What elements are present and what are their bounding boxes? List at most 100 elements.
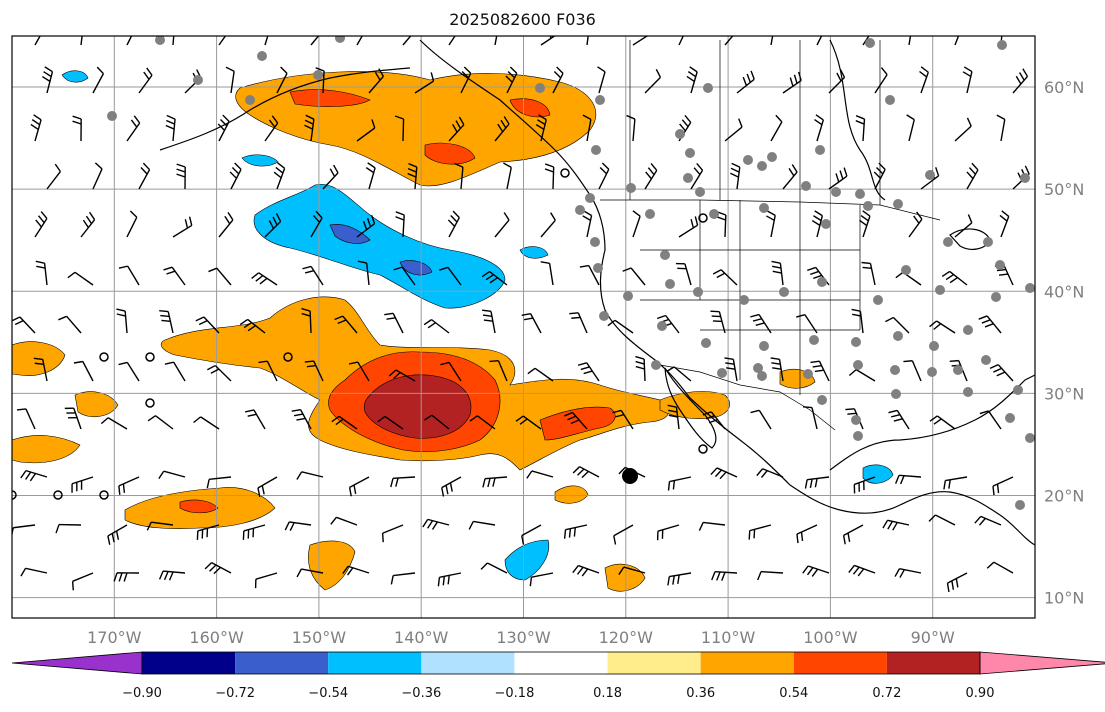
longitude-label: 150°W <box>292 628 347 647</box>
station-marker <box>767 152 777 162</box>
wind-barb <box>440 361 462 382</box>
wind-barb <box>422 518 450 530</box>
wind-barb <box>582 210 593 238</box>
wind-barb <box>622 267 646 286</box>
wind-barb <box>748 524 772 540</box>
wind-barb <box>632 210 641 238</box>
positive-anomaly-core <box>539 406 616 441</box>
wind-barb <box>118 476 140 495</box>
political-border-layer <box>600 40 941 431</box>
station-marker <box>817 395 827 405</box>
station-marker <box>865 38 875 48</box>
colorbar-bin <box>886 652 980 674</box>
wind-barb <box>782 164 798 190</box>
station-marker <box>831 187 841 197</box>
wind-barb <box>750 409 772 430</box>
wind-barb <box>859 210 871 238</box>
wind-barb <box>242 524 266 540</box>
wind-barb <box>862 36 870 46</box>
station-marker <box>693 287 703 297</box>
wind-barb <box>80 36 83 46</box>
wind-barb <box>848 564 876 577</box>
wind-barb <box>978 315 1002 334</box>
longitude-label: 130°W <box>496 628 551 647</box>
longitude-label: 90°W <box>911 628 955 647</box>
wind-barb <box>782 71 802 94</box>
station-marker <box>743 155 753 165</box>
wind-barb <box>712 269 738 286</box>
station-marker <box>335 36 345 43</box>
wind-barb <box>402 36 412 46</box>
positive-anomaly-region <box>74 391 119 418</box>
latitude-label: 20°N <box>1044 486 1084 505</box>
wind-barb <box>448 116 465 142</box>
station-marker <box>695 187 705 197</box>
wind-barb <box>138 162 151 190</box>
wind-barb <box>929 415 956 430</box>
station-marker <box>590 237 600 247</box>
colorbar-tick-label: 0.36 <box>686 686 715 701</box>
station-marker <box>623 291 633 301</box>
wind-barb <box>873 162 886 190</box>
wind-barb <box>12 316 36 334</box>
wind-barb <box>441 476 462 497</box>
wind-barb <box>196 524 220 540</box>
wind-barb <box>770 36 774 46</box>
wind-barb <box>954 36 960 46</box>
station-marker <box>853 360 863 370</box>
station-marker <box>815 145 825 155</box>
station-marker <box>1025 283 1035 293</box>
wind-barb <box>552 66 564 94</box>
map-panel <box>12 36 1035 618</box>
station-marker <box>107 111 117 121</box>
station-marker <box>626 183 636 193</box>
wind-barb <box>163 266 186 286</box>
wind-barb <box>804 476 830 489</box>
wind-barb <box>107 524 128 545</box>
wind-barb <box>828 167 848 190</box>
wind-barb <box>118 361 140 382</box>
wind-barb <box>377 415 404 430</box>
wind-barb <box>756 468 784 478</box>
station-marker <box>991 292 1001 302</box>
wind-barb <box>34 211 48 238</box>
wind-barb <box>814 114 825 142</box>
wind-barb <box>954 214 973 238</box>
wind-barb <box>946 572 968 593</box>
wind-barb <box>301 307 312 334</box>
wind-barb <box>100 417 128 430</box>
wind-barb <box>390 476 416 488</box>
wind-barb <box>296 568 324 578</box>
wind-barb <box>55 523 82 534</box>
anomaly-field-layer <box>12 70 894 592</box>
wind-barb <box>310 210 323 238</box>
wind-barb <box>176 163 186 190</box>
wind-barb <box>58 315 82 334</box>
station-marker <box>657 321 667 331</box>
wind-barb <box>71 572 94 591</box>
wind-barb <box>16 408 36 430</box>
negative-anomaly-region <box>519 246 549 259</box>
wind-barb <box>710 467 738 480</box>
wind-barb <box>644 163 658 190</box>
wind-barb <box>342 565 370 576</box>
wind-barb <box>1012 68 1029 94</box>
negative-anomaly-region <box>241 154 279 167</box>
longitude-label: 120°W <box>599 628 654 647</box>
station-marker <box>893 331 903 341</box>
colorbar-tick-label: −0.36 <box>401 686 441 701</box>
colorbar-tick-label: −0.90 <box>122 686 162 701</box>
wind-barb <box>138 67 153 94</box>
wind-barb <box>698 521 726 531</box>
wind-barb <box>702 411 726 430</box>
wind-barb <box>276 66 288 94</box>
hollow-station-marker <box>53 490 63 500</box>
wind-barb <box>529 572 554 587</box>
wind-barb <box>906 114 915 142</box>
wind-barb <box>414 72 435 94</box>
longitude-label: 160°W <box>189 628 244 647</box>
station-marker <box>890 365 900 375</box>
station-marker <box>585 193 595 203</box>
wind-barb <box>322 164 339 190</box>
wind-barb <box>810 360 830 382</box>
